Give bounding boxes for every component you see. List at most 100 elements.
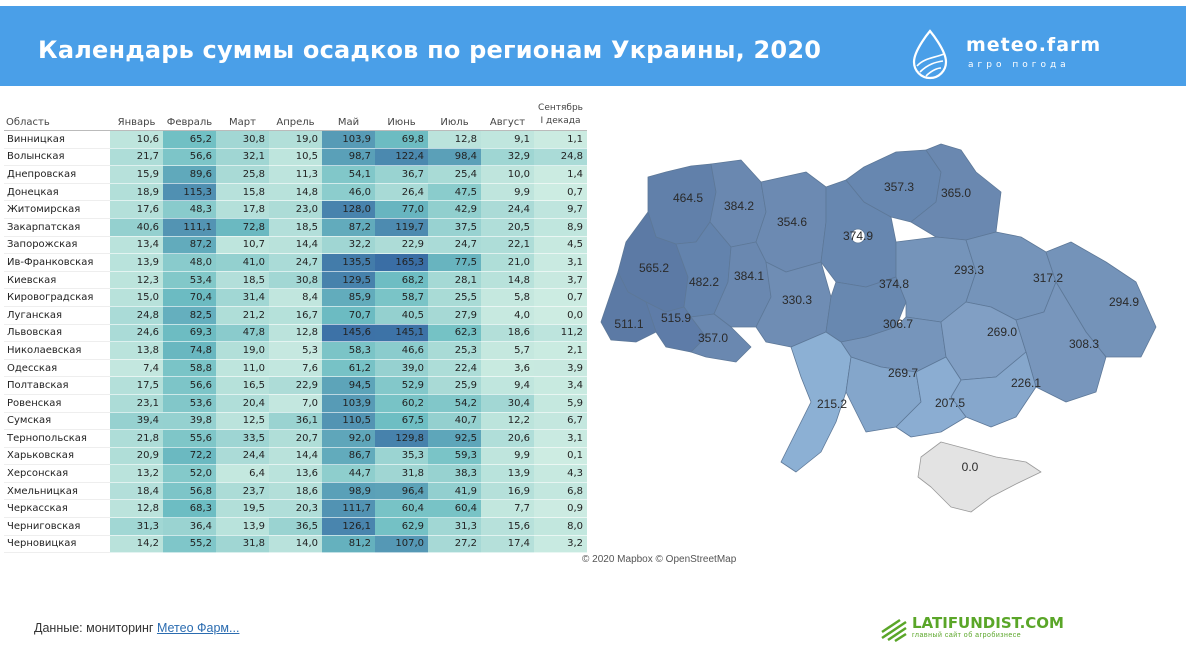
table-row: Николаевская 13,8 74,8 19,0 5,3 58,3 46,6 25,3 5… [4, 341, 587, 360]
heatmap-cell: 18,5 [269, 218, 322, 237]
heatmap-cell: 92,0 [322, 429, 375, 448]
heatmap-cell: 24,7 [428, 236, 481, 255]
heatmap-cell: 15,6 [481, 517, 534, 536]
heatmap-cell: 3,6 [481, 359, 534, 378]
heatmap-cell: 9,1 [481, 130, 534, 149]
heatmap-cell: 6,4 [216, 464, 269, 483]
region-name: Волынская [4, 148, 110, 167]
heatmap-cell: 13,9 [216, 517, 269, 536]
map-value-label: 357.0 [698, 331, 728, 345]
heatmap-cell: 39,0 [375, 359, 428, 378]
table-row: Одесская 7,4 58,8 11,0 7,6 61,2 39,0 22,4 3,6 3,9 [4, 359, 587, 378]
heatmap-cell: 69,8 [375, 130, 428, 149]
heatmap-cell: 58,3 [322, 341, 375, 360]
latifundist-logo[interactable]: LATIFUNDIST.COM главный сайт об агробизн… [880, 612, 1080, 646]
region-name: Винницкая [4, 130, 110, 149]
meteo-farm-logo[interactable]: meteo.farm агро погода [908, 28, 1118, 84]
region-name: Одесская [4, 359, 110, 378]
heatmap-cell: 12,2 [481, 412, 534, 431]
region-name: Ровенская [4, 394, 110, 413]
heatmap-cell: 86,7 [322, 447, 375, 466]
heatmap-cell: 0,1 [534, 447, 587, 466]
month-column-header: Февраль [163, 96, 216, 131]
heatmap-cell: 3,7 [534, 271, 587, 290]
heatmap-cell: 24,8 [534, 148, 587, 167]
table-row: Запорожская 13,4 87,2 10,7 14,4 32,2 22,9 24,7 2… [4, 236, 587, 255]
heatmap-cell: 7,6 [269, 359, 322, 378]
heatmap-cell: 20,6 [481, 429, 534, 448]
map-value-label: 215.2 [817, 397, 847, 411]
heatmap-cell: 5,9 [534, 394, 587, 413]
table-row: Киевская 12,3 53,4 18,5 30,8 129,5 68,2 28,1 14,… [4, 271, 587, 290]
heatmap-cell: 5,3 [269, 341, 322, 360]
heatmap-cell: 17,5 [110, 376, 163, 395]
month-column-header: Июнь [375, 96, 428, 131]
heatmap-cell: 48,0 [163, 253, 216, 272]
heatmap-cell: 31,3 [428, 517, 481, 536]
heatmap-cell: 42,9 [428, 200, 481, 219]
heatmap-cell: 3,1 [534, 429, 587, 448]
month-column-header: Сентябрь I декада [534, 96, 587, 131]
heatmap-cell: 16,7 [269, 306, 322, 325]
table-row: Черниговская 31,3 36,4 13,9 36,5 126,1 62,9 31,… [4, 517, 587, 536]
table-row: Ровенская 23,1 53,6 20,4 7,0 103,9 60,2 54,2 30,… [4, 394, 587, 413]
table-row: Херсонская 13,2 52,0 6,4 13,6 44,7 31,8 38,3 13,… [4, 464, 587, 483]
heatmap-cell: 7,4 [110, 359, 163, 378]
heatmap-cell: 72,2 [163, 447, 216, 466]
heatmap-cell: 40,6 [110, 218, 163, 237]
heatmap-cell: 15,9 [110, 165, 163, 184]
heatmap-cell: 82,5 [163, 306, 216, 325]
heatmap-cell: 3,1 [534, 253, 587, 272]
heatmap-cell: 4,0 [481, 306, 534, 325]
heatmap-cell: 23,1 [110, 394, 163, 413]
heatmap-cell: 25,8 [216, 165, 269, 184]
heatmap-cell: 119,7 [375, 218, 428, 237]
region-name: Луганская [4, 306, 110, 325]
region-name: Тернопольская [4, 429, 110, 448]
heatmap-cell: 20,9 [110, 447, 163, 466]
table-row: Черкасская 12,8 68,3 19,5 20,3 111,7 60,4 60,4 7… [4, 499, 587, 519]
heatmap-cell: 60,4 [375, 499, 428, 519]
heatmap-cell: 36,7 [375, 165, 428, 184]
month-column-header: Июль [428, 96, 481, 131]
page-title: Календарь суммы осадков по регионам Укра… [38, 36, 822, 64]
heatmap-cell: 24,4 [481, 200, 534, 219]
heatmap-cell: 31,3 [110, 517, 163, 536]
region-name: Черновицкая [4, 535, 110, 554]
heatmap-cell: 31,8 [375, 464, 428, 483]
heatmap-cell: 19,0 [216, 341, 269, 360]
heatmap-cell: 23,7 [216, 482, 269, 501]
region-name: Херсонская [4, 464, 110, 483]
heatmap-cell: 62,3 [428, 324, 481, 343]
heatmap-cell: 32,9 [481, 148, 534, 167]
region-name: Закарпатская [4, 218, 110, 237]
heatmap-cell: 98,7 [322, 148, 375, 167]
heatmap-cell: 28,1 [428, 271, 481, 290]
field-stripes-icon [881, 618, 907, 642]
heatmap-cell: 58,8 [163, 359, 216, 378]
heatmap-cell: 47,5 [428, 183, 481, 202]
ukraine-precipitation-map[interactable]: 464.5 384.2 354.6 357.3 365.0 374.9 565.2 482.2… [596, 132, 1166, 522]
map-value-label: 365.0 [941, 186, 971, 200]
heatmap-cell: 21,0 [481, 253, 534, 272]
map-region-zakarpattia [600, 271, 657, 343]
heatmap-cell: 18,6 [481, 324, 534, 343]
heatmap-cell: 12,8 [110, 499, 163, 519]
heatmap-cell: 46,6 [375, 341, 428, 360]
month-column-header: Январь [110, 96, 163, 131]
heatmap-cell: 69,3 [163, 324, 216, 343]
heatmap-cell: 7,0 [269, 394, 322, 413]
heatmap-cell: 22,9 [269, 376, 322, 395]
heatmap-cell: 52,0 [163, 464, 216, 483]
heatmap-cell: 27,9 [428, 306, 481, 325]
heatmap-cell: 48,3 [163, 200, 216, 219]
source-link[interactable]: Метео Фарм... [156, 621, 240, 635]
heatmap-cell: 14,2 [110, 535, 163, 554]
table-row: Луганская 24,8 82,5 21,2 16,7 70,7 40,5 27,9 4,0… [4, 306, 587, 325]
water-drop-icon [912, 29, 948, 80]
heatmap-cell: 3,9 [534, 359, 587, 378]
heatmap-cell: 98,4 [428, 148, 481, 167]
heatmap-cell: 103,9 [322, 394, 375, 413]
heatmap-cell: 5,8 [481, 288, 534, 307]
region-name: Житомирская [4, 200, 110, 219]
